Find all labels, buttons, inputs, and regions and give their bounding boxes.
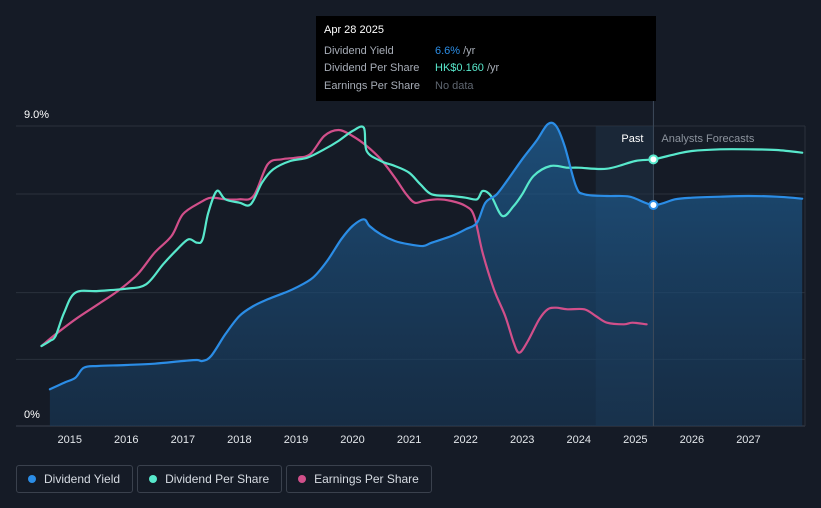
tooltip-value: 6.6%: [435, 44, 461, 57]
x-tick-label: 2023: [510, 434, 534, 446]
x-tick-label: 2018: [227, 434, 251, 446]
legend-dividend-yield[interactable]: Dividend Yield: [16, 465, 134, 493]
y-tick-label: 9.0%: [24, 109, 49, 121]
legend-earnings-per-share[interactable]: Earnings Per Share: [286, 465, 432, 493]
x-tick-label: 2015: [57, 434, 81, 446]
x-tick-label: 2022: [453, 434, 477, 446]
x-tick-label: 2020: [340, 434, 364, 446]
legend-label: Earnings Per Share: [314, 472, 419, 486]
chart-legend: Dividend Yield Dividend Per Share Earnin…: [16, 465, 432, 493]
x-tick-label: 2027: [736, 434, 760, 446]
x-tick-label: 2025: [623, 434, 647, 446]
dividend-yield-area: [49, 122, 803, 427]
x-tick-label: 2026: [680, 434, 704, 446]
legend-label: Dividend Yield: [44, 472, 121, 486]
tooltip-label: Earnings Per Share: [324, 79, 420, 92]
x-tick-label: 2021: [397, 434, 421, 446]
x-tick-label: 2016: [114, 434, 138, 446]
dividend-yield-line: [48, 121, 804, 391]
tooltip-unit: /yr: [463, 44, 476, 57]
x-tick-label: 2017: [171, 434, 195, 446]
tooltip-value: HK$0.160: [435, 62, 484, 75]
hover-tooltip: Apr 28 2025 Dividend Yield 6.6% /yr Divi…: [316, 16, 656, 101]
dividend-yield-marker: [648, 200, 659, 210]
legend-dot-icon: [149, 475, 158, 483]
y-tick-label: 0%: [24, 409, 40, 421]
tooltip-value: No data: [435, 79, 474, 92]
legend-dividend-per-share[interactable]: Dividend Per Share: [137, 465, 283, 493]
forecast-label: Analysts Forecasts: [661, 133, 754, 145]
x-tick-label: 2024: [567, 434, 591, 446]
tooltip-row-earnings-per-share: Earnings Per Share No data: [324, 77, 648, 95]
x-tick-label: 2019: [284, 434, 308, 446]
tooltip-row-dividend-yield: Dividend Yield 6.6% /yr: [324, 42, 648, 60]
y-axis-ticks: 9.0% 0%: [24, 109, 49, 421]
dividend-per-share-line: [40, 125, 804, 348]
series-layer: [40, 121, 804, 427]
tooltip-row-dividend-per-share: Dividend Per Share HK$0.160 /yr: [324, 60, 648, 78]
legend-label: Dividend Per Share: [165, 472, 270, 486]
tooltip-label: Dividend Per Share: [324, 62, 420, 75]
x-axis-ticks: 2015 2016 2017 2018 2019 2020 2021 2022 2023 2024…: [57, 434, 760, 446]
earnings-per-share-line: [40, 128, 648, 354]
tooltip-date: Apr 28 2025: [324, 24, 384, 36]
dividend-per-share-marker: [648, 154, 659, 165]
past-label: Past: [621, 133, 643, 145]
legend-dot-icon: [28, 475, 36, 483]
cursor-markers: [648, 154, 659, 210]
legend-dot-icon: [298, 475, 307, 483]
tooltip-unit: /yr: [486, 62, 500, 75]
tooltip-label: Dividend Yield: [324, 44, 394, 57]
